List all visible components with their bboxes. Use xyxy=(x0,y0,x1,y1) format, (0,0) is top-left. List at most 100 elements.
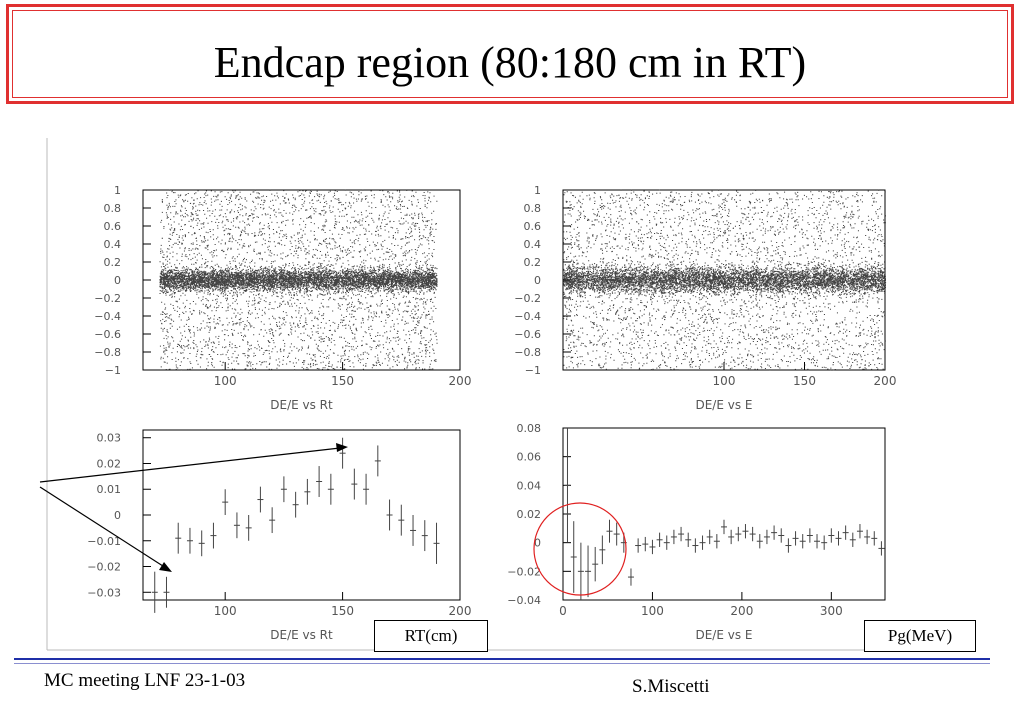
y-tick-label: 0.04 xyxy=(517,479,542,492)
arrow-head-upper xyxy=(336,443,348,452)
data-point xyxy=(592,546,599,582)
data-point xyxy=(564,428,571,543)
y-tick-label: −0.4 xyxy=(94,310,121,323)
data-point xyxy=(871,531,878,546)
data-point xyxy=(433,522,440,564)
pg-units-box: Pg(MeV) xyxy=(864,620,976,652)
data-point xyxy=(410,515,417,546)
y-tick-label: 0.02 xyxy=(97,457,122,470)
data-point xyxy=(222,489,229,515)
data-point xyxy=(233,512,240,539)
x-tick-label: 100 xyxy=(641,604,664,618)
data-point xyxy=(864,529,871,545)
data-point xyxy=(245,515,252,541)
plot-frame xyxy=(562,427,886,601)
data-point xyxy=(713,534,720,549)
data-point xyxy=(821,535,828,550)
arrow-line-upper xyxy=(39,447,341,483)
y-tick-label: 0.2 xyxy=(104,256,122,269)
data-point xyxy=(151,571,158,613)
y-tick-label: −0.02 xyxy=(507,565,541,578)
y-tick-label: −0.8 xyxy=(94,346,121,359)
data-point xyxy=(670,529,677,545)
data-point xyxy=(685,532,692,547)
y-tick-label: 0.2 xyxy=(524,256,542,269)
scatter-cloud xyxy=(563,189,887,371)
data-point xyxy=(339,437,346,469)
data-point xyxy=(678,526,685,542)
data-point xyxy=(585,545,592,598)
y-tick-label: 0.8 xyxy=(104,202,122,215)
data-point xyxy=(721,519,727,535)
data-point xyxy=(763,529,770,545)
data-point xyxy=(351,468,358,500)
y-tick-label: 0 xyxy=(114,274,121,287)
data-point xyxy=(327,473,334,505)
x-tick-label: 150 xyxy=(793,374,816,388)
chart-panel-2: 1 0.8 0.6 0.4 0.2 0 −0.2 −0.4 −0.6 −0.8 −1 100 150 20… xyxy=(514,184,896,412)
y-tick-label: −0.2 xyxy=(514,292,541,305)
x-axis-label: DE/E vs Rt xyxy=(270,628,333,642)
data-point xyxy=(577,542,584,600)
footer-rule-top xyxy=(14,658,990,660)
data-point xyxy=(699,535,706,550)
data-point xyxy=(735,526,742,542)
footer-rule-bottom xyxy=(14,663,990,664)
data-point xyxy=(778,528,785,543)
y-tick-label: −0.6 xyxy=(94,328,121,341)
x-tick-label: 0 xyxy=(559,604,567,618)
data-point xyxy=(849,532,856,547)
x-axis-label: DE/E vs E xyxy=(695,398,752,412)
y-tick-label: −1 xyxy=(105,364,121,377)
data-point xyxy=(398,504,405,536)
x-tick-label: 150 xyxy=(331,604,354,618)
data-point xyxy=(635,538,642,553)
plot-frame xyxy=(142,429,461,601)
y-tick-label: 0.01 xyxy=(97,483,122,496)
footer-author: S.Miscetti xyxy=(632,676,710,697)
data-point xyxy=(186,527,193,554)
data-point xyxy=(386,499,393,531)
y-tick-label: 0 xyxy=(534,274,541,287)
chart-panel-3: 0.03 0.02 0.01 0 −0.01 −0.02 −0.03 100 150 200 DE/… xyxy=(87,429,471,642)
data-point xyxy=(613,522,620,546)
data-point xyxy=(771,525,778,540)
data-point xyxy=(828,528,835,543)
y-tick-label: −1 xyxy=(525,364,541,377)
highlight-circle xyxy=(533,502,627,596)
x-tick-label: 100 xyxy=(214,604,237,618)
data-point xyxy=(606,519,613,543)
y-tick-label: −0.2 xyxy=(94,292,121,305)
data-point xyxy=(421,520,428,552)
x-tick-label: 200 xyxy=(730,604,753,618)
chart-panel-1: 1 0.8 0.6 0.4 0.2 0 −0.2 −0.4 −0.6 −0.8 −1 100 150 20… xyxy=(94,184,471,412)
y-tick-label: 0 xyxy=(114,509,121,522)
rt-units-box: RT(cm) xyxy=(374,620,488,652)
data-point xyxy=(649,539,656,555)
data-point xyxy=(692,538,699,553)
data-point xyxy=(163,576,170,608)
y-tick-label: 0.02 xyxy=(517,508,542,521)
data-point xyxy=(210,522,217,549)
x-tick-label: 300 xyxy=(820,604,843,618)
data-point xyxy=(742,524,749,539)
data-point xyxy=(642,536,649,552)
data-point xyxy=(756,534,763,549)
data-point xyxy=(842,525,849,540)
data-point xyxy=(792,531,799,546)
footer-meeting: MC meeting LNF 23-1-03 xyxy=(44,670,246,691)
y-tick-label: 0.6 xyxy=(524,220,542,233)
x-tick-label: 200 xyxy=(449,374,472,388)
data-point xyxy=(269,507,276,534)
data-point xyxy=(856,524,863,539)
scatter-points xyxy=(563,189,887,371)
scatter-cloud xyxy=(159,189,438,371)
x-tick-label: 100 xyxy=(214,374,237,388)
y-tick-label: 0.6 xyxy=(104,220,122,233)
scatter-points xyxy=(159,189,438,371)
chart-panel-4: 0.08 0.06 0.04 0.02 0 −0.02 −0.04 0 100 200 300 DE/… xyxy=(507,422,886,642)
y-tick-label: −0.01 xyxy=(87,535,121,548)
data-point xyxy=(785,538,792,553)
x-axis-label: DE/E vs Rt xyxy=(270,398,333,412)
y-tick-label: −0.6 xyxy=(514,328,541,341)
